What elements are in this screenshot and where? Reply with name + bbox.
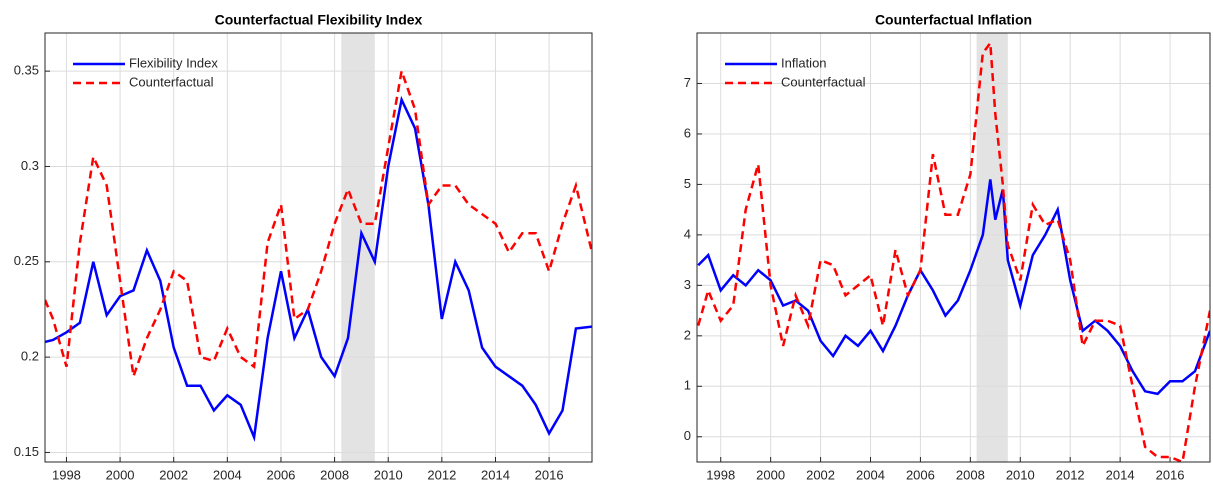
subplot: 1998 2000 2002 2004 2006 2008 2010 2012 2014 2016… xyxy=(14,12,593,482)
shaded-region xyxy=(341,33,375,462)
y-tick-label: 0.2 xyxy=(21,349,39,364)
x-tick-label: 2006 xyxy=(906,467,935,482)
y-tick-label: 0.15 xyxy=(14,444,39,459)
chart-title: Counterfactual Inflation xyxy=(875,12,1032,28)
y-tick-label: 0.35 xyxy=(14,63,39,78)
y-tick-label: 0 xyxy=(684,428,691,443)
x-tick-label: 1998 xyxy=(706,467,735,482)
x-tick-label: 2000 xyxy=(106,467,135,482)
legend-label: Counterfactual xyxy=(781,74,866,89)
axes-box xyxy=(44,32,593,463)
series-line xyxy=(697,179,1210,396)
y-tick-label: 2 xyxy=(684,327,691,342)
y-tick-label: 0.25 xyxy=(14,253,39,268)
legend-label: Inflation xyxy=(781,55,827,70)
x-tick-label: 2002 xyxy=(159,467,188,482)
axes-box xyxy=(696,32,1211,463)
shaded-region xyxy=(976,33,1008,462)
y-tick-label: 1 xyxy=(684,378,691,393)
x-tick-label: 2012 xyxy=(1056,467,1085,482)
x-tick-label: 2002 xyxy=(806,467,835,482)
y-tick-label: 5 xyxy=(684,176,691,191)
x-tick-label: 2012 xyxy=(427,467,456,482)
x-tick-label: 2014 xyxy=(1106,467,1135,482)
y-tick-label: 0.3 xyxy=(21,158,39,173)
legend-label: Flexibility Index xyxy=(129,55,218,70)
x-tick-label: 2004 xyxy=(213,467,242,482)
chart-title: Counterfactual Flexibility Index xyxy=(215,12,423,28)
y-tick-label: 6 xyxy=(684,125,691,140)
x-tick-label: 2010 xyxy=(374,467,403,482)
legend-label: Counterfactual xyxy=(129,74,214,89)
x-tick-label: 2000 xyxy=(756,467,785,482)
plot-area xyxy=(697,33,1210,462)
x-tick-label: 2016 xyxy=(1156,467,1185,482)
y-tick-label: 3 xyxy=(684,277,691,292)
x-tick-label: 2004 xyxy=(856,467,885,482)
x-tick-label: 2014 xyxy=(481,467,510,482)
x-tick-label: 2006 xyxy=(266,467,295,482)
x-tick-label: 1998 xyxy=(52,467,81,482)
y-tick-label: 4 xyxy=(684,226,691,241)
subplot: 1998 2000 2002 2004 2006 2008 2010 2012 2014 2016… xyxy=(684,12,1211,482)
x-tick-label: 2016 xyxy=(535,467,564,482)
plot-area xyxy=(45,33,592,462)
x-tick-label: 2008 xyxy=(956,467,985,482)
series-line xyxy=(45,95,592,442)
y-tick-label: 7 xyxy=(684,75,691,90)
x-tick-label: 2010 xyxy=(1006,467,1035,482)
x-tick-label: 2008 xyxy=(320,467,349,482)
